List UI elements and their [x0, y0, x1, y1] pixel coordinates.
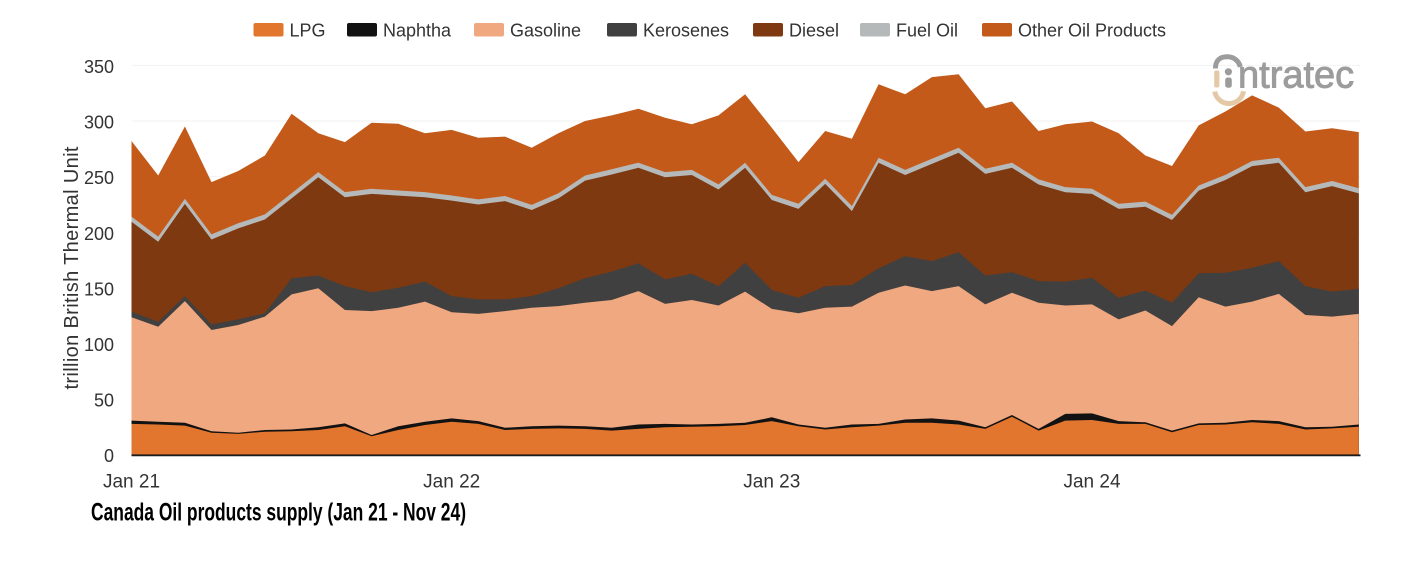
- svg-text:Naphtha: Naphtha: [383, 21, 452, 41]
- svg-text:Jan 22: Jan 22: [423, 472, 480, 493]
- svg-text:250: 250: [84, 168, 114, 188]
- svg-text:50: 50: [94, 391, 114, 411]
- svg-text:200: 200: [84, 224, 114, 244]
- svg-text:300: 300: [84, 113, 114, 133]
- svg-text:trillion British Thermal Unit: trillion British Thermal Unit: [61, 146, 83, 389]
- svg-text:LPG: LPG: [290, 21, 326, 41]
- svg-text:Jan 24: Jan 24: [1063, 472, 1120, 493]
- svg-text:350: 350: [84, 57, 114, 77]
- svg-text:100: 100: [84, 335, 114, 355]
- svg-text:Jan 23: Jan 23: [743, 472, 800, 493]
- svg-text:ntratec: ntratec: [1238, 55, 1354, 97]
- svg-text:Canada Oil products supply (Ja: Canada Oil products supply (Jan 21 - Nov…: [91, 499, 466, 527]
- svg-text:Fuel Oil: Fuel Oil: [896, 21, 958, 41]
- svg-text:Other Oil Products: Other Oil Products: [1018, 21, 1166, 41]
- svg-text:Diesel: Diesel: [789, 21, 839, 41]
- svg-text:0: 0: [104, 446, 114, 466]
- svg-text:150: 150: [84, 279, 114, 299]
- svg-text:Gasoline: Gasoline: [510, 21, 581, 41]
- svg-text:Kerosenes: Kerosenes: [643, 21, 729, 41]
- svg-text:Jan 21: Jan 21: [103, 472, 160, 493]
